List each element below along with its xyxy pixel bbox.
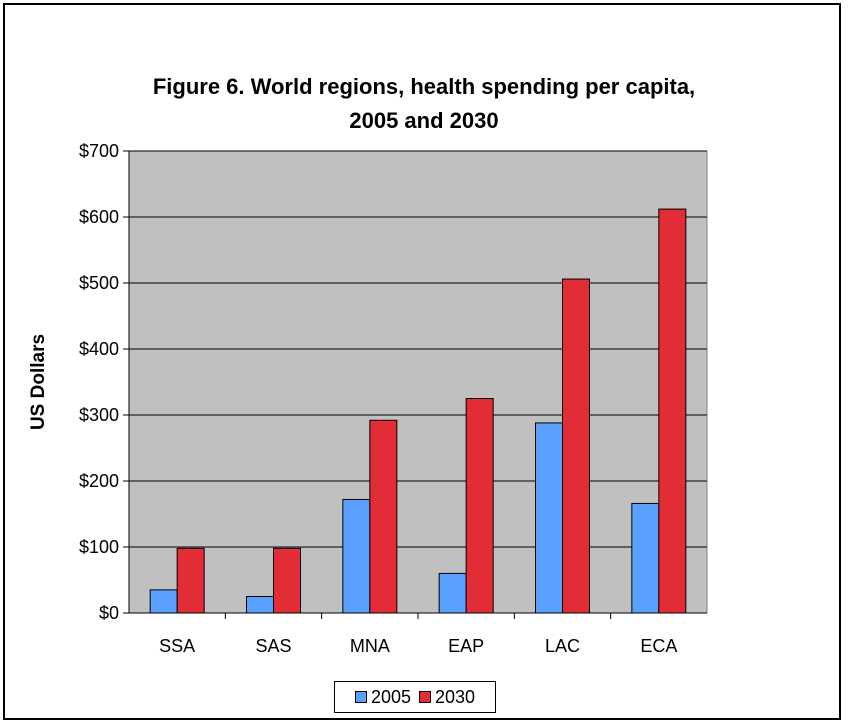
x-tick-label: MNA bbox=[350, 636, 390, 656]
x-tick-label: EAP bbox=[448, 636, 484, 656]
x-tick-label: ECA bbox=[640, 636, 677, 656]
x-tick-label: SSA bbox=[159, 636, 195, 656]
bar-2005-SSA bbox=[149, 589, 178, 614]
bar-2005-LAC bbox=[535, 422, 563, 614]
legend-label-2030: 2030 bbox=[435, 686, 476, 707]
bar-2030-SSA bbox=[176, 547, 205, 614]
legend-entry-2005: 2005 bbox=[354, 686, 411, 708]
bar-2005-SAS bbox=[246, 596, 274, 614]
y-tick-label: $0 bbox=[99, 603, 119, 623]
x-tick-label: SAS bbox=[255, 636, 291, 656]
legend: 2005 2030 bbox=[334, 681, 496, 713]
y-tick-label: $600 bbox=[79, 207, 119, 227]
y-tick-label: $700 bbox=[79, 141, 119, 161]
chart-title-line-1: Figure 6. World regions, health spending… bbox=[152, 74, 696, 99]
bar-2030-LAC bbox=[562, 278, 590, 614]
y-axis-label: US Dollars bbox=[28, 334, 49, 430]
bar-2005-ECA bbox=[631, 502, 660, 614]
plot-area bbox=[128, 150, 708, 614]
y-tick-label: $300 bbox=[79, 405, 119, 425]
bar-2005-MNA bbox=[342, 498, 371, 614]
x-tick-label: LAC bbox=[545, 636, 580, 656]
gridlines bbox=[129, 150, 707, 548]
x-ticks: SSA SAS MNA EAP LAC ECA bbox=[159, 613, 677, 656]
bars bbox=[149, 208, 687, 614]
y-tick-label: $100 bbox=[79, 537, 119, 557]
y-ticks: $0 $100 $200 $300 $400 $500 $600 $700 bbox=[79, 141, 129, 623]
legend-swatch-2005 bbox=[354, 691, 367, 703]
y-tick-label: $200 bbox=[79, 471, 119, 491]
bar-2030-MNA bbox=[369, 419, 398, 614]
legend-label-2005: 2005 bbox=[370, 686, 411, 707]
legend-swatch-2030 bbox=[419, 691, 431, 703]
bar-2030-ECA bbox=[658, 208, 687, 614]
bar-2030-SAS bbox=[273, 547, 301, 614]
chart-title-line-2: 2005 and 2030 bbox=[349, 108, 499, 133]
y-tick-label: $400 bbox=[79, 339, 119, 359]
y-tick-label: $500 bbox=[79, 273, 119, 293]
bar-2030-EAP bbox=[465, 398, 494, 614]
bar-2005-EAP bbox=[438, 572, 467, 614]
chart-title: Figure 6. World regions, health spending… bbox=[0, 70, 848, 138]
legend-entry-2030: 2030 bbox=[419, 687, 475, 708]
